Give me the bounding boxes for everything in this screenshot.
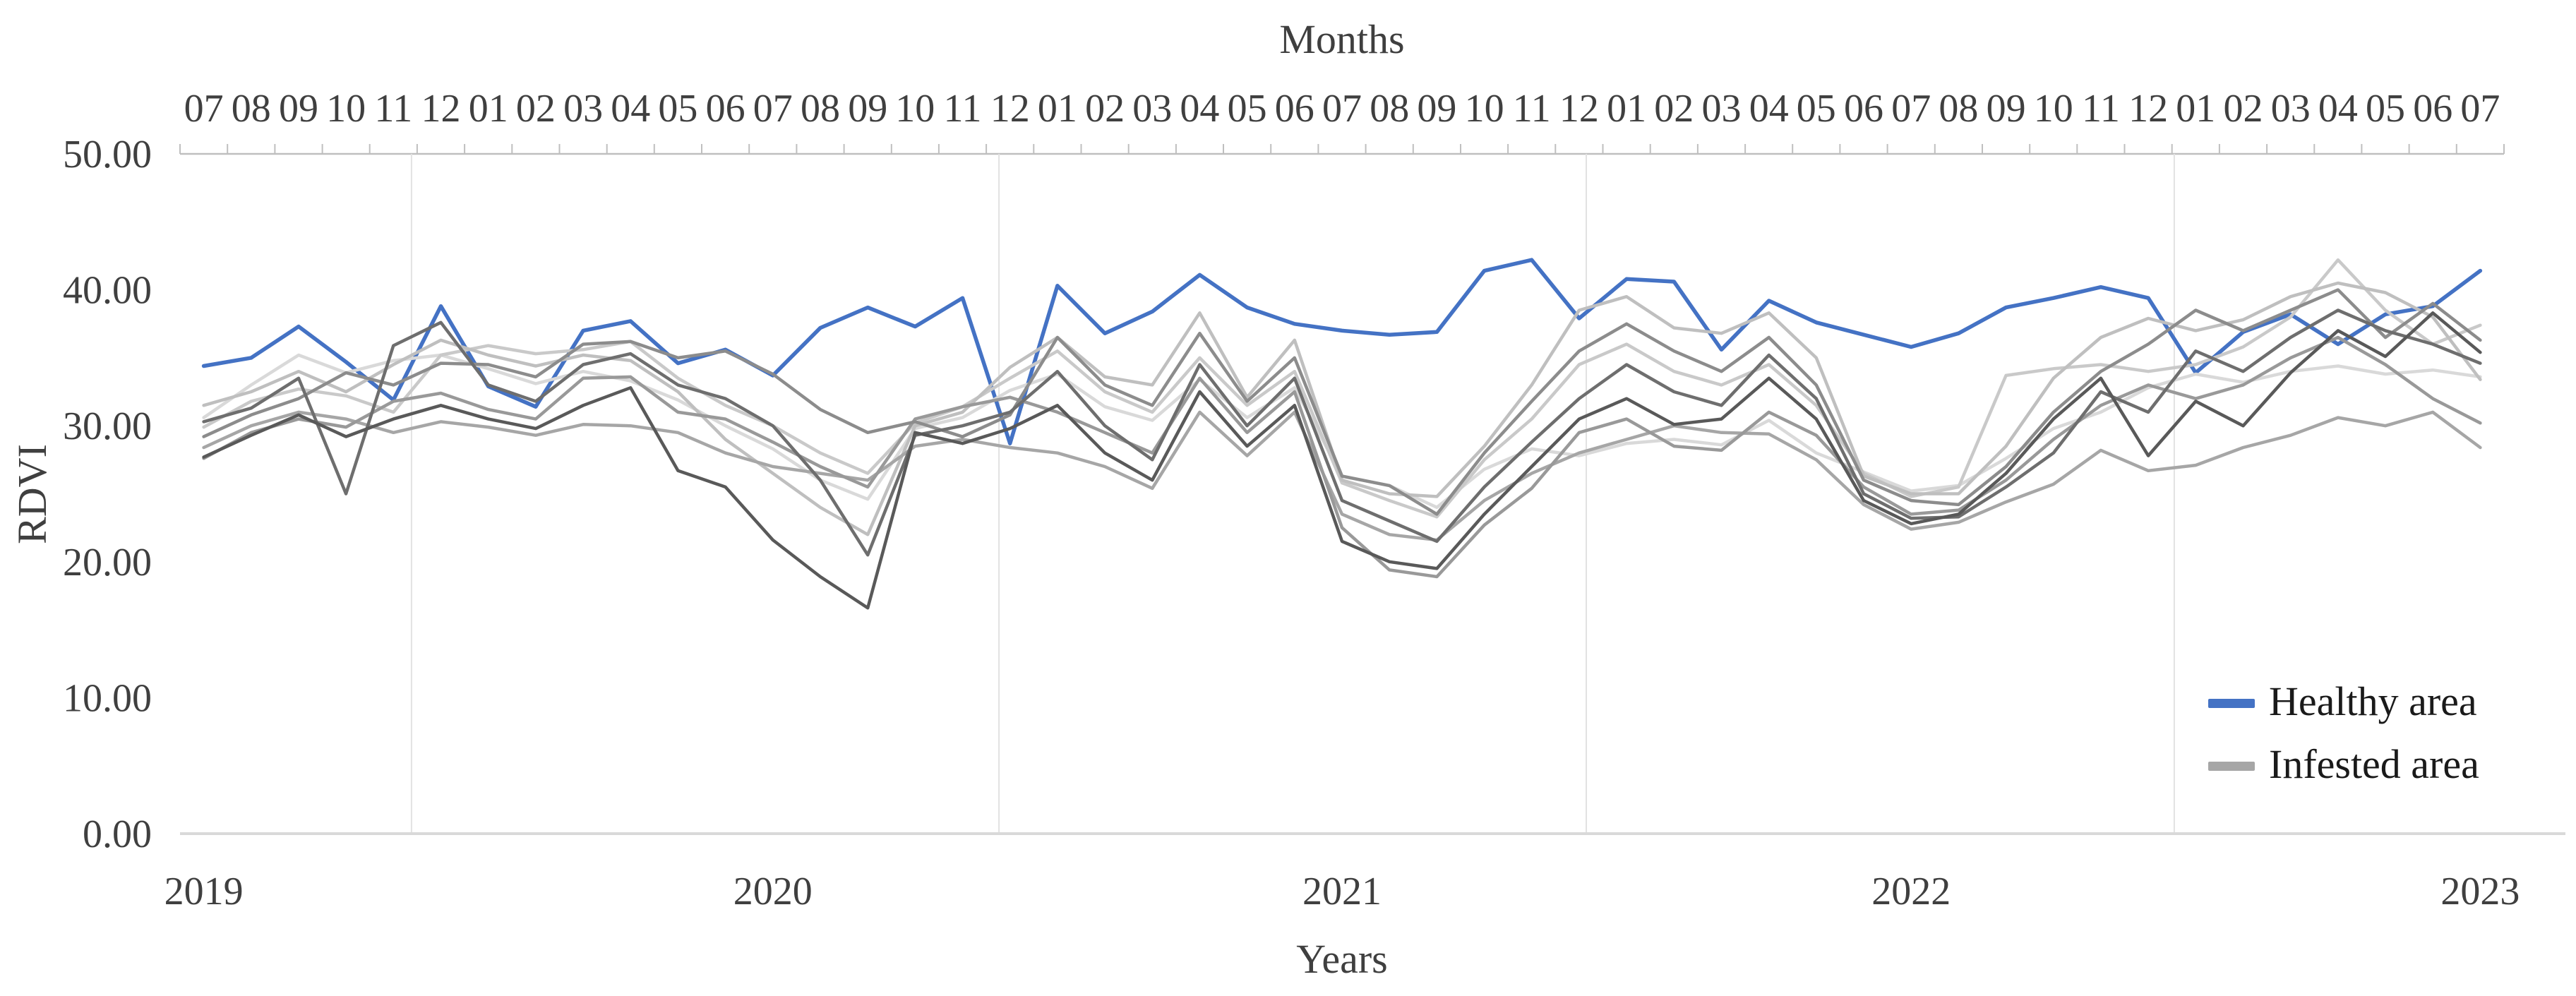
month-tick-label: 06: [1844, 87, 1883, 131]
y-axis-tick-label: 0.00: [83, 812, 152, 856]
month-tick-label: 09: [279, 87, 318, 131]
month-tick-label: 05: [658, 87, 697, 131]
month-tick-label: 12: [990, 87, 1030, 131]
legend-swatch-healthy: [2208, 699, 2255, 708]
month-axis-labels: 07 08 09 10 11 12 01 02 03 04 05 06 07 08 09 10 11 12 01 02…: [184, 87, 2500, 131]
month-tick-label: 11: [1513, 87, 1551, 131]
month-tick-label: 02: [1085, 87, 1125, 131]
month-tick-label: 11: [374, 87, 412, 131]
month-tick-label: 01: [2176, 87, 2215, 131]
month-tick-label: 04: [1180, 87, 1219, 131]
month-tick-label: 03: [563, 87, 603, 131]
data-series: [201, 258, 2483, 610]
month-tick-label: 03: [1702, 87, 1742, 131]
month-tick-label: 12: [421, 87, 461, 131]
month-tick-label: 04: [1749, 87, 1789, 131]
month-tick-label: 08: [1370, 87, 1409, 131]
series-line-infested-area-4: [202, 410, 2482, 542]
month-tick-label: 11: [944, 87, 982, 131]
month-tick-label: 03: [2271, 87, 2311, 131]
series-line-infested-area-8: [202, 311, 2482, 610]
year-separator-gridlines: [410, 154, 2175, 834]
month-tick-label: 10: [1465, 87, 1504, 131]
month-tick-label: 09: [1417, 87, 1456, 131]
month-tick-label: 04: [611, 87, 650, 131]
month-tick-label: 02: [516, 87, 556, 131]
y-axis-tick-label: 30.00: [63, 404, 152, 448]
month-tick-label: 10: [326, 87, 366, 131]
month-tick-label: 06: [1275, 87, 1314, 131]
bottom-axis-title: Years: [1296, 936, 1387, 982]
month-tick-label: 12: [1559, 87, 1599, 131]
month-tick-label: 07: [1322, 87, 1362, 131]
year-tick-label: 2020: [733, 870, 813, 913]
y-axis-tick-label: 10.00: [63, 676, 152, 720]
month-tick-label: 06: [2413, 87, 2452, 131]
month-tick-label: 10: [895, 87, 935, 131]
legend-label-infested: Infested area: [2269, 741, 2479, 787]
month-tick-label: 02: [1654, 87, 1694, 131]
month-tick-label: 05: [2366, 87, 2405, 131]
month-tick-label: 07: [1891, 87, 1931, 131]
month-tick-label: 04: [2318, 87, 2358, 131]
y-axis-tick-labels: 0.00 10.00 20.00 30.00 40.00 50.00: [63, 133, 152, 856]
year-tick-label: 2023: [2440, 870, 2520, 913]
month-tick-label: 11: [2082, 87, 2120, 131]
month-tick-label: 01: [1607, 87, 1646, 131]
legend-swatch-infested: [2208, 762, 2255, 771]
y-axis-tick-label: 20.00: [63, 541, 152, 584]
y-axis-tick-label: 40.00: [63, 269, 152, 313]
month-tick-label: 08: [801, 87, 840, 131]
series-line-healthy-area: [201, 258, 2483, 445]
month-tick-label: 03: [1132, 87, 1172, 131]
y-axis-title: RDVI: [9, 444, 55, 544]
month-tick-label: 08: [1939, 87, 1978, 131]
series-line-infested-area-5: [202, 335, 2482, 579]
year-tick-label: 2021: [1302, 870, 1382, 913]
top-axis-title: Months: [1279, 16, 1404, 62]
series-line-infested-area-2: [202, 258, 2482, 519]
series-line-infested-area-7: [202, 308, 2482, 557]
series-line-infested-area-3: [202, 281, 2482, 536]
month-tick-label: 07: [753, 87, 793, 131]
month-tick-label: 07: [184, 87, 224, 131]
month-tick-label: 05: [1797, 87, 1836, 131]
top-axis: [179, 144, 2505, 155]
year-axis-labels: 2019 2020 2021 2022 2023: [164, 870, 2520, 913]
month-tick-label: 05: [1228, 87, 1267, 131]
year-tick-label: 2019: [164, 870, 244, 913]
month-tick-label: 02: [2224, 87, 2263, 131]
legend-label-healthy: Healthy area: [2269, 678, 2477, 724]
legend: Healthy area Infested area: [2208, 678, 2479, 787]
series-line-infested-area-6: [202, 288, 2482, 516]
month-tick-label: 01: [469, 87, 508, 131]
year-tick-label: 2022: [1871, 870, 1951, 913]
y-axis-tick-label: 50.00: [63, 133, 152, 176]
month-tick-label: 08: [232, 87, 271, 131]
month-tick-label: 01: [1038, 87, 1077, 131]
month-tick-label: 06: [706, 87, 745, 131]
month-tick-label: 12: [2128, 87, 2168, 131]
month-tick-label: 09: [848, 87, 887, 131]
month-tick-label: 07: [2460, 87, 2500, 131]
month-tick-label: 10: [2034, 87, 2073, 131]
month-tick-label: 09: [1987, 87, 2026, 131]
